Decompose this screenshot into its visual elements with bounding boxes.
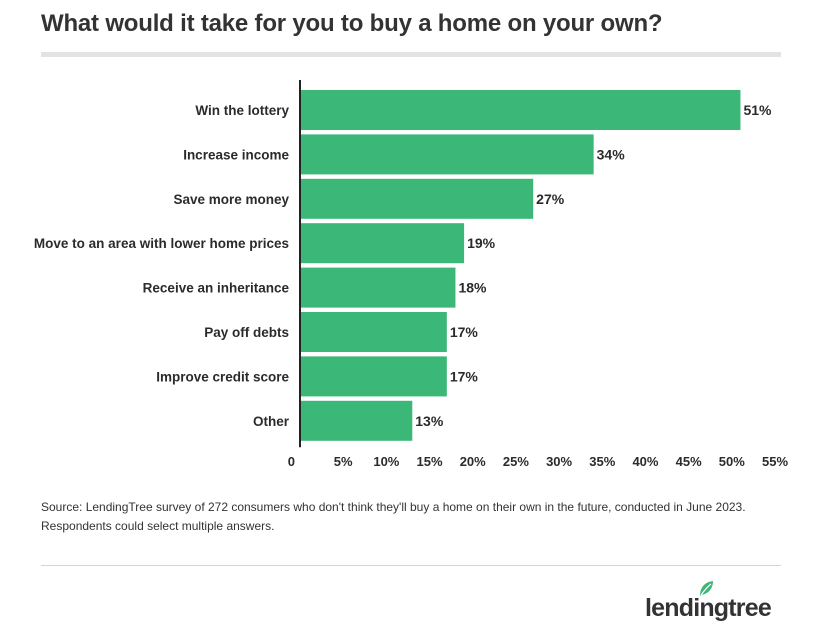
bar xyxy=(300,178,534,219)
data-label: 13% xyxy=(415,413,444,429)
x-tick-label: 20% xyxy=(460,454,486,469)
x-tick-label: 40% xyxy=(632,454,658,469)
x-tick-label: 35% xyxy=(589,454,615,469)
data-label: 18% xyxy=(458,280,487,296)
logo-wordmark: lendingtree xyxy=(645,594,772,622)
footer-divider xyxy=(41,565,781,566)
source-line-1: Source: LendingTree survey of 272 consum… xyxy=(41,500,746,514)
title-divider xyxy=(41,52,781,57)
lendingtree-logo: lendingtree xyxy=(645,580,785,624)
bar xyxy=(300,223,465,264)
data-label: 19% xyxy=(467,235,496,251)
bar xyxy=(300,90,741,130)
x-tick-label: 10% xyxy=(373,454,399,469)
x-tick-label: 0 xyxy=(288,454,295,469)
x-tick-label: 30% xyxy=(546,454,572,469)
bar xyxy=(300,267,456,308)
bar xyxy=(300,356,447,397)
x-tick-label: 55% xyxy=(762,454,788,469)
category-label: Increase income xyxy=(183,147,289,162)
x-tick-label: 15% xyxy=(417,454,443,469)
bar-chart: Win the lottery 51% Increase income 34% Save… xyxy=(34,80,788,469)
category-label: Save more money xyxy=(173,192,289,207)
category-label: Win the lottery xyxy=(195,103,289,118)
chart-title: What would it take for you to buy a home… xyxy=(41,10,663,37)
source-note: Source: LendingTree survey of 272 consum… xyxy=(41,498,781,536)
category-label: Improve credit score xyxy=(156,369,289,384)
bar xyxy=(300,134,594,175)
data-label: 17% xyxy=(450,324,479,340)
category-label: Other xyxy=(253,414,290,429)
x-tick-label: 5% xyxy=(334,454,353,469)
category-label: Receive an inheritance xyxy=(143,281,290,296)
data-label: 34% xyxy=(597,146,626,162)
x-tick-label: 25% xyxy=(503,454,529,469)
data-label: 27% xyxy=(536,191,565,207)
bar xyxy=(300,400,413,441)
category-label: Move to an area with lower home prices xyxy=(34,236,289,251)
x-tick-label: 45% xyxy=(676,454,702,469)
bar xyxy=(300,312,447,352)
source-line-2: Respondents could select multiple answer… xyxy=(41,519,275,533)
leaf-icon xyxy=(700,581,713,596)
data-label: 17% xyxy=(450,368,479,384)
category-label: Pay off debts xyxy=(204,325,289,340)
data-label: 51% xyxy=(743,102,772,118)
x-tick-label: 50% xyxy=(719,454,745,469)
